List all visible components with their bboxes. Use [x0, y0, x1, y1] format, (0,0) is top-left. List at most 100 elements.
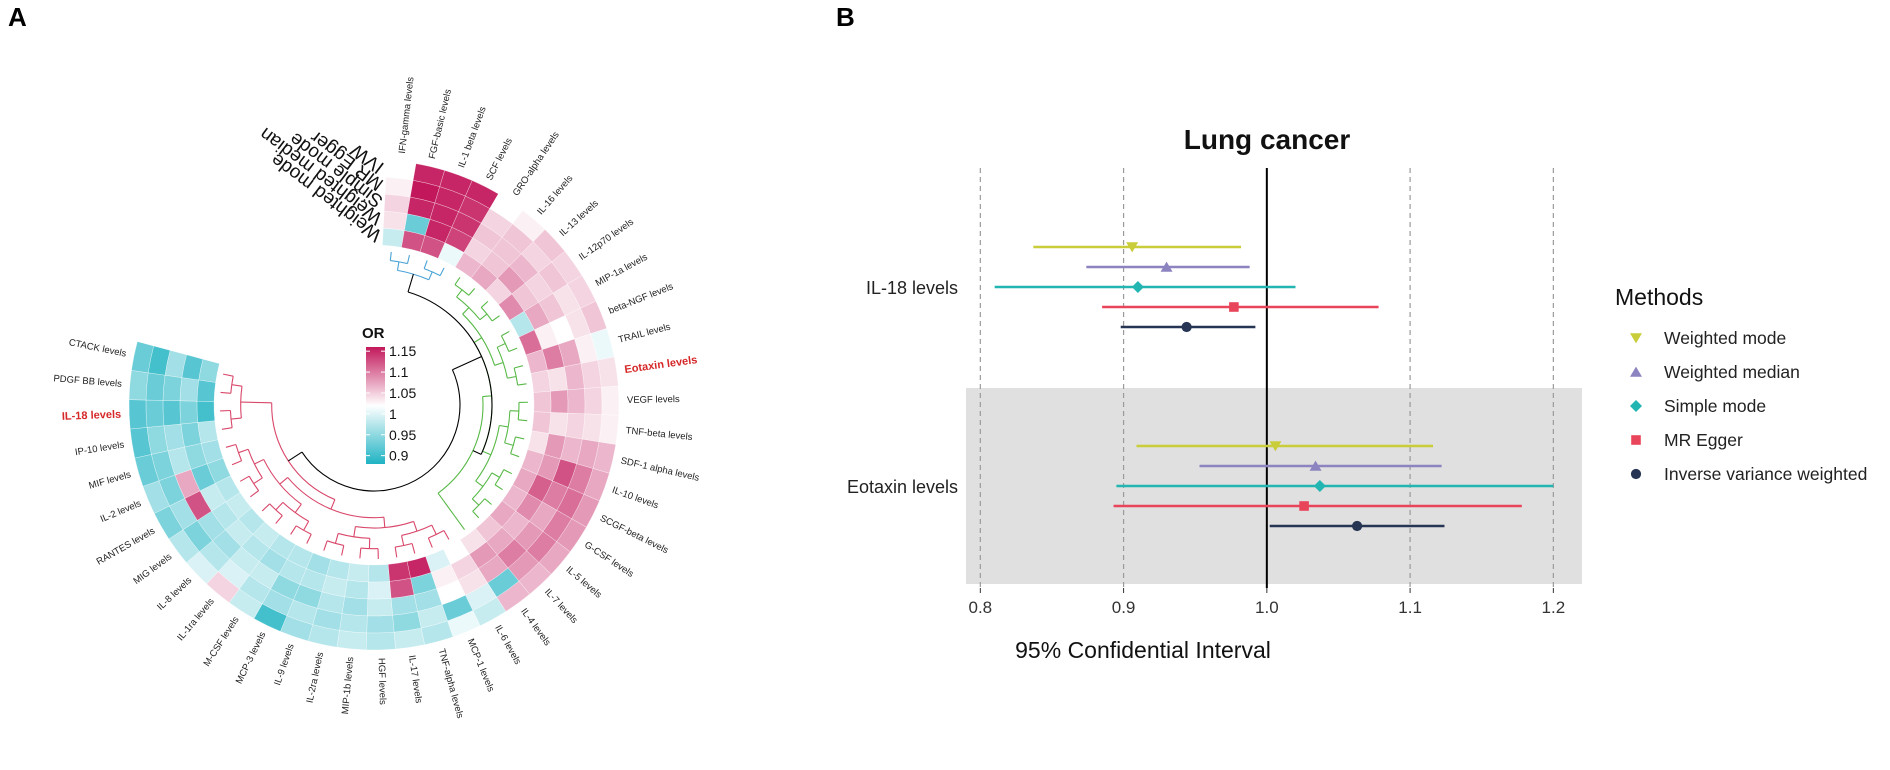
heatmap-cell-il-18-levels-simple-mode	[162, 400, 182, 426]
cytokine-label-il-5-levels: IL-5 levels	[564, 564, 604, 601]
point-il-18-levels-mr-egger	[1229, 302, 1239, 312]
cytokine-label-il-8-levels: IL-8 levels	[155, 575, 194, 613]
cytokine-label-tnf-alpha-levels: TNF-alpha levels	[436, 648, 466, 720]
cytokine-label-m-csf-levels: M-CSF levels	[202, 615, 242, 669]
heatmap-cell-hgf-levels-weighted-median	[367, 581, 392, 600]
x-tick-label: 0.8	[969, 598, 993, 617]
tree-arc	[513, 367, 519, 386]
cytokine-label-vegf-levels: VEGF levels	[627, 394, 680, 406]
x-tick-label: 0.9	[1112, 598, 1136, 617]
tree-arc	[282, 501, 309, 522]
tree-branch	[448, 507, 455, 516]
tree-branch	[231, 460, 242, 466]
tree-branch	[514, 365, 524, 369]
methods-legend: Methods Weighted mode Weighted median Simp…	[1615, 284, 1867, 484]
heatmap-cell-il-18-levels-weighted-median	[179, 400, 199, 425]
legend-label-weighted-mode: Weighted mode	[1664, 328, 1786, 348]
tree-branch	[396, 261, 400, 271]
heatmap-cell-tnf-beta-levels-weighted-mode	[531, 411, 551, 434]
tree-branch	[239, 475, 250, 482]
tree-branch	[221, 427, 233, 430]
heatmap-cell-tnf-beta-levels-weighted-median	[548, 412, 568, 437]
tree-branch	[303, 520, 310, 531]
heatmap-cell-mip-1b-levels-ivw	[336, 630, 367, 651]
tree-arc	[472, 498, 486, 512]
tree-branch	[411, 543, 416, 554]
tree-branch	[491, 315, 500, 322]
heatmap-cell-tnf-beta-levels-ivw	[598, 414, 619, 445]
or-tick-label: 1	[389, 406, 397, 422]
tree-branch	[294, 503, 302, 513]
cytokine-label-trail-levels: TRAIL levels	[617, 321, 672, 345]
tree-branch	[288, 451, 303, 462]
tree-branch	[383, 517, 386, 528]
tree-arc	[517, 402, 520, 420]
tree-branch	[453, 514, 460, 523]
tree-branch	[508, 347, 518, 352]
tree-branch	[472, 510, 480, 519]
tree-arc	[235, 444, 243, 461]
tree-arc	[510, 436, 516, 454]
point-eotaxin-levels-weighted-median	[1309, 460, 1322, 471]
heatmap-cell-il-18-levels-mr-egger	[145, 399, 165, 428]
tree-branch	[279, 477, 289, 485]
tree-arc	[390, 260, 408, 265]
tree-branch	[238, 448, 249, 454]
tree-branch	[517, 383, 527, 386]
tree-branch	[359, 548, 362, 559]
tree-branch	[468, 288, 476, 296]
heatmap-cell-ifn-gamma-levels-weighted-mode	[382, 228, 405, 248]
heatmap-cell-vegf-levels-simple-mode	[567, 388, 586, 415]
heatmap-cells	[128, 160, 620, 651]
circular-heatmap: IFN-gamma levels FGF-basic levels IL-1 bet…	[53, 76, 701, 720]
or-legend-ticks: 1.15 1.1 1.05 1 0.95 0.9	[366, 343, 416, 464]
heatmap-cell-ifn-gamma-levels-ivw	[385, 160, 417, 181]
point-il-18-levels-inverse-variance-weighted	[1181, 321, 1192, 333]
tree-branch	[482, 395, 492, 398]
tree-arc	[397, 269, 430, 281]
tree-branch	[261, 503, 271, 512]
point-eotaxin-levels-simple-mode	[1313, 480, 1326, 492]
cytokine-label-mcp-3-levels: MCP-3 levels	[234, 630, 269, 686]
legend-label-simple-mode: Simple mode	[1664, 396, 1766, 416]
x-tick-label: 1.0	[1255, 598, 1279, 617]
cytokine-label-pdgf-bb-levels: PDGF BB levels	[53, 373, 123, 390]
cytokine-label-mig-levels: MIG levels	[132, 551, 175, 587]
heatmap-cell-vegf-levels-weighted-mode	[533, 391, 552, 413]
cytokine-label-tnf-beta-levels: TNF-beta levels	[625, 425, 693, 443]
heatmap-cell-eotaxin-levels-weighted-mode	[530, 370, 551, 393]
cytokine-label-il-10-levels: IL-10 levels	[610, 485, 660, 512]
tree-branch	[290, 525, 297, 535]
heatmap-cell-hgf-levels-mr-egger	[366, 615, 395, 634]
tree-branch	[503, 469, 513, 475]
cytokine-label-il-18-levels: IL-18 levels	[62, 409, 122, 423]
tree-arc	[437, 396, 484, 494]
tree-branch	[428, 271, 433, 281]
cytokine-label-scgf-beta-levels: SCGF-beta levels	[598, 513, 670, 556]
cytokine-label-sdf-1-alpha-levels: SDF-1 alpha levels	[620, 455, 701, 483]
x-tick-label: 1.2	[1542, 598, 1566, 617]
tree-arc	[360, 547, 379, 550]
cytokine-label-rantes-levels: RANTES levels	[95, 525, 158, 567]
or-legend-title: OR	[362, 325, 385, 342]
heatmap-cell-pdgf-bb-levels-ivw	[128, 370, 149, 401]
tree-branch	[437, 492, 444, 501]
tree-branch	[458, 521, 465, 530]
tree-arc	[301, 369, 461, 492]
heatmap-cell-il-18-levels-ivw	[128, 399, 148, 430]
tree-branch	[510, 453, 520, 458]
heatmap-cell-ifn-gamma-levels-weighted-median	[383, 211, 408, 231]
heatmap-cell-hgf-levels-simple-mode	[367, 598, 393, 617]
tree-arc	[471, 472, 493, 500]
heatmap-cell-mip-1b-levels-simple-mode	[341, 596, 368, 617]
cytokine-label-beta-ngf-levels: beta-NGF levels	[607, 281, 675, 317]
cytokine-label-il-12p70-levels: IL-12p70 levels	[577, 216, 636, 262]
tree-branch	[471, 498, 480, 506]
or-tick-label: 1.05	[389, 385, 416, 401]
legend-marker-inverse-variance-weighted	[1630, 468, 1642, 480]
heatmap-cell-ctack-levels-weighted-mode	[198, 359, 220, 383]
tree-branch	[431, 524, 437, 535]
heatmap-cell-hgf-levels-ivw	[366, 631, 396, 651]
